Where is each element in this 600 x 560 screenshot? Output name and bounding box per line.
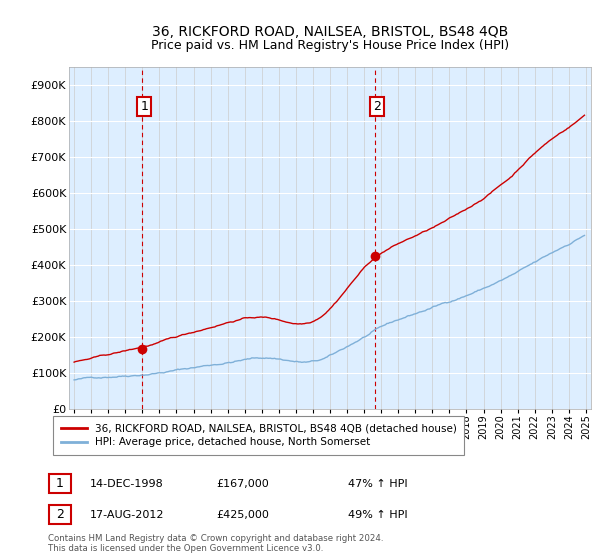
- Text: £167,000: £167,000: [216, 479, 269, 489]
- Text: 36, RICKFORD ROAD, NAILSEA, BRISTOL, BS48 4QB: 36, RICKFORD ROAD, NAILSEA, BRISTOL, BS4…: [152, 25, 508, 39]
- FancyBboxPatch shape: [49, 474, 71, 493]
- Text: 17-AUG-2012: 17-AUG-2012: [90, 510, 164, 520]
- Text: 47% ↑ HPI: 47% ↑ HPI: [348, 479, 407, 489]
- Legend: 36, RICKFORD ROAD, NAILSEA, BRISTOL, BS48 4QB (detached house), HPI: Average pri: 36, RICKFORD ROAD, NAILSEA, BRISTOL, BS4…: [53, 416, 464, 455]
- Text: 2: 2: [56, 508, 64, 521]
- Text: 49% ↑ HPI: 49% ↑ HPI: [348, 510, 407, 520]
- Text: 1: 1: [140, 100, 148, 113]
- Text: 1: 1: [56, 477, 64, 491]
- Text: £425,000: £425,000: [216, 510, 269, 520]
- Text: 14-DEC-1998: 14-DEC-1998: [90, 479, 164, 489]
- Text: Price paid vs. HM Land Registry's House Price Index (HPI): Price paid vs. HM Land Registry's House …: [151, 39, 509, 52]
- Text: 2: 2: [373, 100, 381, 113]
- Text: Contains HM Land Registry data © Crown copyright and database right 2024.
This d: Contains HM Land Registry data © Crown c…: [48, 534, 383, 553]
- FancyBboxPatch shape: [49, 505, 71, 524]
